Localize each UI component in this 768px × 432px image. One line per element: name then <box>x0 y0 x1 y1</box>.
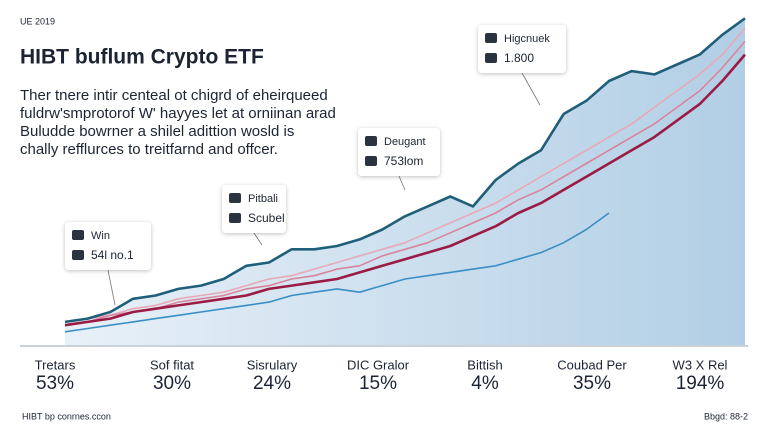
callout-title: Pitbali <box>248 193 278 205</box>
callout-pointer <box>521 72 541 106</box>
series-line <box>64 27 746 323</box>
callout-text: 753lom <box>384 154 423 168</box>
stat-label: Coubad Per <box>557 357 627 372</box>
callout-icon <box>229 213 241 223</box>
callout-icon <box>485 33 497 43</box>
callout-pointer <box>253 232 263 246</box>
callout-icon <box>229 193 241 203</box>
callout-box <box>478 25 566 73</box>
series-line <box>64 212 610 333</box>
stat-label: Tretars <box>35 357 76 372</box>
subtitle-line: Buludde bowrner a shilel adittion wosld … <box>20 123 294 140</box>
footer-right: Bbgd: 88-2 <box>704 411 748 421</box>
stat-label: W3 X Rel <box>673 357 728 372</box>
plot <box>64 17 746 346</box>
subtitle-line: chally refflurces to treitfarnd and offc… <box>20 141 278 158</box>
callout-box <box>65 222 151 270</box>
annotations: Win 54l no.1 Pitbali Scubel Deugant 753lom Hig… <box>65 25 566 306</box>
callout-text: 1.800 <box>504 51 534 65</box>
kicker: UE 2019 <box>20 16 55 26</box>
series-line <box>64 40 746 326</box>
callout-icon <box>72 230 84 240</box>
area <box>65 18 745 346</box>
callout-text: 54l no.1 <box>91 248 134 262</box>
chart-title: HIBT buflum Crypto ETF <box>20 46 264 69</box>
footer-left: HIBT bp conrnes.ccon <box>22 411 111 421</box>
stat-label: Sisrulary <box>247 357 298 372</box>
callout-icon <box>365 136 377 146</box>
stat-value: 15% <box>359 373 397 394</box>
series-line <box>64 53 746 327</box>
stat-label: Sof fitat <box>150 357 194 372</box>
callout-pointer <box>398 175 406 191</box>
series-line <box>64 17 746 324</box>
subtitle: Ther tnere intir centeal ot chigrd of eh… <box>20 87 336 158</box>
stat-value: 24% <box>253 373 291 394</box>
callout-icon <box>72 250 84 260</box>
stat-label: Bittish <box>467 357 502 372</box>
callout-text: Scubel <box>248 211 285 225</box>
subtitle-line: fuldrw'smprotorof W' hayyes let at ornii… <box>20 105 336 122</box>
callout-title: Higcnuek <box>504 33 550 45</box>
stat-label: DIC Gralor <box>347 357 410 372</box>
stat-value: 53% <box>36 373 74 394</box>
stat-value: 30% <box>153 373 191 394</box>
stat-value: 194% <box>676 373 725 394</box>
stat-value: 35% <box>573 373 611 394</box>
callout-icon <box>365 156 377 166</box>
callout-title: Win <box>91 230 110 242</box>
callout-title: Deugant <box>384 136 426 148</box>
callout-box <box>358 128 440 176</box>
subtitle-line: Ther tnere intir centeal ot chigrd of eh… <box>20 87 328 104</box>
callout-pointer <box>107 269 116 306</box>
stat-value: 4% <box>471 373 499 394</box>
callout-icon <box>485 53 497 63</box>
